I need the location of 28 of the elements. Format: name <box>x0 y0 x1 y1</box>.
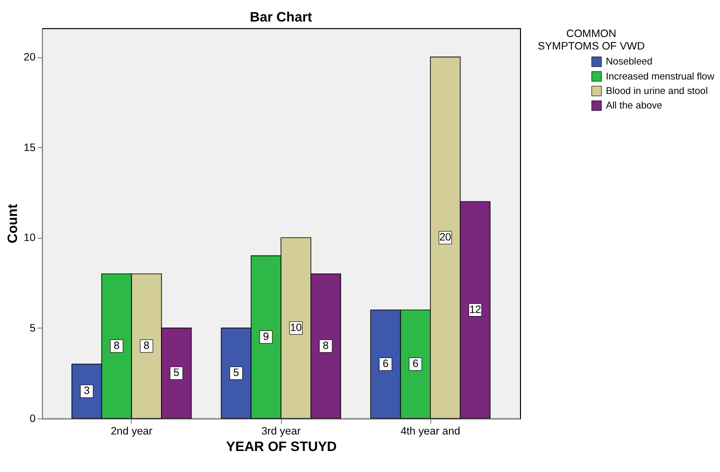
data-label: 6 <box>412 358 418 370</box>
data-label: 5 <box>233 367 240 380</box>
x-axis-title: YEAR OF STUYD <box>226 439 337 454</box>
y-tick-label: 15 <box>24 142 36 154</box>
data-label: 12 <box>469 304 482 316</box>
data-label: 8 <box>144 340 150 352</box>
x-tick-label: 2nd year <box>110 425 153 438</box>
legend-label: Blood in urine and stool <box>606 86 708 97</box>
x-tick-label: 4th year and <box>400 425 460 438</box>
y-tick-label: 20 <box>24 51 36 64</box>
y-tick-label: 0 <box>30 412 36 425</box>
data-label: 3 <box>84 385 90 398</box>
data-label: 8 <box>114 340 120 352</box>
chart-title: Bar Chart <box>250 9 313 24</box>
data-label: 9 <box>263 330 270 343</box>
data-label: 8 <box>322 340 329 352</box>
x-tick-label: 3rd year <box>261 425 302 438</box>
legend-label: Increased menstrual flow <box>606 71 716 82</box>
data-label: 6 <box>382 358 389 370</box>
y-axis-title: Count <box>4 204 20 244</box>
data-label: 20 <box>439 232 452 244</box>
data-label: 5 <box>173 367 180 380</box>
data-label: 10 <box>290 322 302 334</box>
legend-label: All the above <box>606 100 662 112</box>
y-tick-label: 10 <box>24 232 36 244</box>
legend-label: Nosebleed <box>606 56 652 68</box>
y-tick-label: 5 <box>30 322 36 334</box>
legend-title: COMMON SYMPTOMS OF VWD <box>538 28 645 53</box>
